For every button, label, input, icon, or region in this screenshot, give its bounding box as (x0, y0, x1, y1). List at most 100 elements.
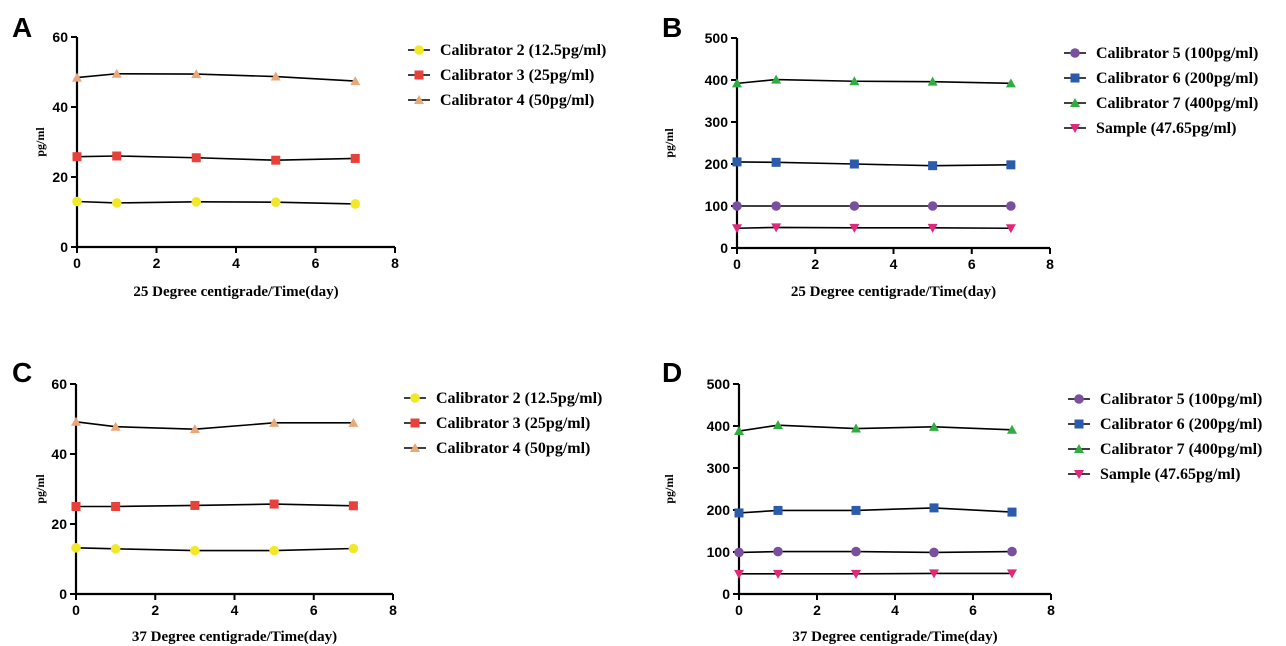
legend-label: Calibrator 6 (200pg/ml) (1100, 416, 1262, 433)
panel-b: B 0 100 200 300 400 500 0 2 4 6 8 25 Degree centigr… (662, 12, 1258, 300)
data-point (771, 201, 781, 211)
y-tick-label: 500 (707, 376, 731, 392)
data-point (348, 417, 359, 427)
data-point (110, 421, 121, 431)
series-3 (732, 74, 1016, 88)
data-point (773, 546, 783, 557)
data-point (72, 196, 82, 207)
data-point (189, 424, 200, 434)
panel-a: A 0 20 40 60 0 2 4 6 8 25 Degree centigrade/Time(… (12, 12, 606, 300)
x-tick-label: 6 (969, 602, 977, 618)
legend-entry: Calibrator 4 (50pg/ml) (408, 92, 594, 109)
data-point (269, 545, 279, 556)
data-point (929, 503, 939, 513)
legend-marker (414, 95, 424, 104)
data-point (929, 569, 939, 579)
x-tick-label: 8 (391, 255, 399, 271)
y-tick-label: 300 (705, 114, 729, 130)
data-point (1007, 424, 1017, 434)
data-point (773, 505, 783, 515)
x-tick-label: 4 (231, 602, 239, 618)
legend-entry: Calibrator 6 (200pg/ml) (1068, 416, 1262, 433)
legend-marker (1070, 124, 1080, 133)
series-1 (71, 543, 359, 556)
series-3 (72, 68, 361, 86)
panel-c: C 0 20 40 60 0 2 4 6 8 37 Degree centigrade/Time(… (12, 357, 602, 645)
series-2 (732, 157, 1016, 171)
data-point (732, 224, 742, 234)
data-point (350, 76, 361, 86)
legend-marker (410, 393, 420, 403)
legend-marker (414, 45, 424, 55)
panel-letter-a: A (12, 12, 32, 43)
legend-label: Calibrator 3 (25pg/ml) (436, 415, 590, 432)
legend-marker (414, 70, 424, 80)
series-1 (732, 201, 1016, 211)
y-tick-label: 0 (722, 586, 730, 602)
legend-marker (1070, 98, 1080, 107)
legend-marker (1070, 48, 1080, 58)
panel-letter-d: D (662, 357, 682, 388)
legend-label: Calibrator 7 (400pg/ml) (1100, 441, 1262, 458)
series-2 (72, 151, 360, 165)
y-axis-title: pg/ml (33, 127, 47, 157)
y-tick-label: 400 (705, 72, 729, 88)
y-tick-label: 100 (707, 544, 731, 560)
data-point (269, 417, 280, 427)
data-point (734, 547, 744, 558)
legend-entry: Calibrator 3 (25pg/ml) (404, 415, 590, 432)
data-point (732, 201, 742, 211)
legend-entry: Sample (47.65pg/ml) (1068, 466, 1240, 483)
x-tick-label: 0 (73, 255, 81, 271)
legend-marker (410, 418, 420, 428)
data-point (111, 502, 121, 511)
legend-label: Calibrator 2 (12.5pg/ml) (440, 42, 606, 59)
data-point (1005, 78, 1016, 88)
data-point (1007, 569, 1017, 579)
data-point (111, 68, 122, 78)
data-point (771, 74, 782, 84)
data-point (112, 151, 122, 161)
data-point (190, 500, 200, 510)
y-tick-label: 200 (705, 156, 729, 172)
data-point (1007, 546, 1017, 557)
data-point (1006, 201, 1016, 211)
data-point (851, 569, 861, 579)
data-point (928, 161, 938, 171)
x-tick-label: 0 (733, 256, 741, 272)
chart-a: 0 20 40 60 0 2 4 6 8 25 Degree centigrade/Time(da… (33, 29, 606, 300)
legend-entry: Calibrator 6 (200pg/ml) (1064, 70, 1258, 87)
data-point (929, 421, 939, 431)
x-tick-label: 6 (310, 602, 318, 618)
y-tick-label: 200 (707, 502, 731, 518)
x-tick-label: 8 (1047, 602, 1055, 618)
legend-label: Calibrator 4 (50pg/ml) (440, 92, 594, 109)
legend-entry: Calibrator 2 (12.5pg/ml) (404, 390, 602, 407)
data-point (348, 501, 358, 511)
data-point (72, 152, 82, 162)
legend-entry: Calibrator 7 (400pg/ml) (1068, 441, 1262, 458)
legend-marker (1074, 470, 1084, 479)
y-tick-label: 40 (51, 446, 67, 462)
data-point (191, 69, 202, 79)
x-tick-label: 8 (389, 602, 397, 618)
x-tick-label: 2 (151, 602, 159, 618)
legend-label: Calibrator 6 (200pg/ml) (1096, 70, 1258, 87)
series-2 (734, 503, 1017, 518)
chart-b: 0 100 200 300 400 500 0 2 4 6 8 25 Degree centigrad… (662, 30, 1258, 300)
data-point (773, 569, 783, 579)
data-point (771, 223, 782, 233)
y-tick-label: 0 (59, 586, 67, 602)
legend-label: Sample (47.65pg/ml) (1100, 466, 1240, 483)
data-point (270, 197, 281, 207)
data-point (851, 546, 861, 557)
data-point (348, 543, 359, 554)
y-tick-label: 20 (51, 516, 67, 532)
data-point (734, 569, 744, 579)
data-point (271, 155, 281, 165)
data-point (927, 76, 938, 86)
x-tick-label: 4 (891, 602, 899, 618)
legend-entry: Calibrator 2 (12.5pg/ml) (408, 42, 606, 59)
data-point (849, 76, 860, 86)
